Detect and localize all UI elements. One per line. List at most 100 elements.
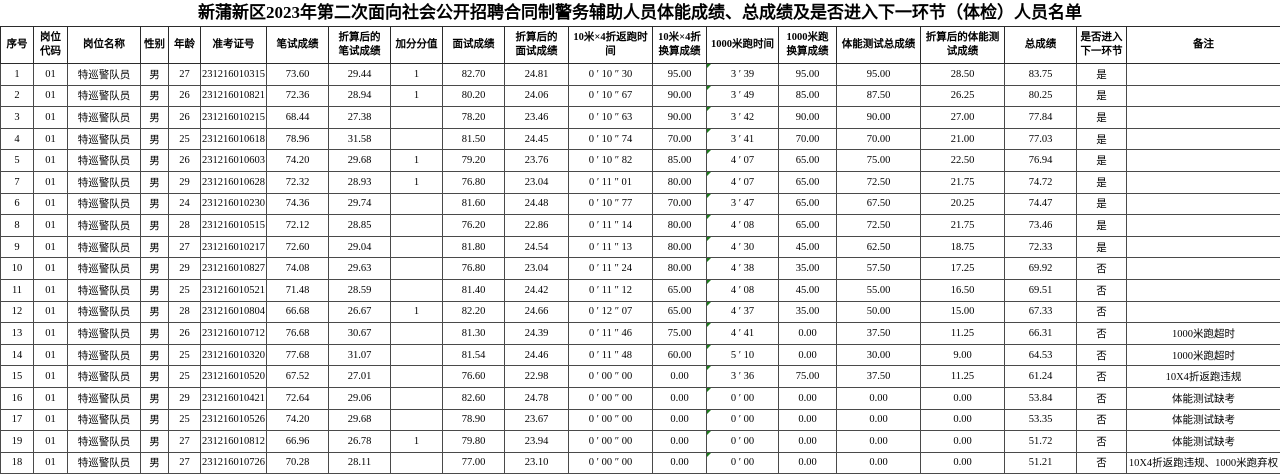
table-cell: 是: [1076, 170, 1127, 194]
table-cell: 6: [0, 192, 34, 216]
table-cell: 74.72: [1004, 170, 1077, 194]
table-cell: 01: [33, 84, 68, 108]
table-cell: 男: [140, 430, 169, 453]
header-cell: 性别: [140, 26, 169, 64]
table-cell: 231216010804: [200, 300, 267, 324]
table-cell: 01: [33, 430, 68, 453]
table-cell: 特巡警队员: [67, 278, 141, 302]
table-cell: 3: [0, 106, 34, 129]
table-cell: 65.00: [778, 170, 837, 194]
table-cell: 25: [168, 408, 201, 432]
table-cell: 29: [168, 170, 201, 194]
table-cell: 66.96: [266, 430, 329, 453]
table-cell: 26: [168, 84, 201, 108]
page-title: 新蒲新区2023年第二次面向社会公开招聘合同制警务辅助人员体能成绩、总成绩及是否…: [198, 3, 1082, 22]
table-cell: 77.68: [266, 343, 329, 367]
table-cell: 23.04: [504, 170, 569, 194]
table-cell: 28.11: [328, 451, 391, 474]
table-cell: 231216010618: [200, 127, 267, 151]
table-cell: 15: [0, 365, 34, 388]
table-cell: 61.24: [1004, 365, 1077, 388]
table-cell: 0 ′ 11 ″ 46: [568, 322, 653, 345]
table-cell: 29.68: [328, 149, 391, 172]
header-cell: 折算后的 面试成绩: [504, 26, 569, 64]
table-cell: 231216010421: [200, 386, 267, 410]
table-cell: 特巡警队员: [67, 214, 141, 237]
table-cell: 70.00: [778, 127, 837, 151]
table-cell: 67.33: [1004, 300, 1077, 324]
table-cell: 29.06: [328, 386, 391, 410]
table-cell: 27.01: [328, 365, 391, 388]
table-cell: 82.60: [442, 386, 505, 410]
table-cell: 0 ′ 11 ″ 13: [568, 235, 653, 259]
table-cell-with-comment-marker: 0 ′ 00: [706, 386, 779, 410]
header-cell: 是否进入 下一环节: [1076, 26, 1127, 64]
table-row: 1 01 特巡警队员男 27 231216010315 73.60 29.44 1 82.70 2…: [0, 63, 1280, 86]
table-row: 3 01 特巡警队员男 26 231216010215 68.44 27.38 78.20 23…: [0, 106, 1280, 129]
table-cell: 0 ′ 10 ″ 77: [568, 192, 653, 216]
table-cell: 231216010812: [200, 430, 267, 453]
table-cell: 特巡警队员: [67, 386, 141, 410]
table-cell: 1: [390, 149, 443, 172]
table-cell: 0 ′ 12 ″ 07: [568, 300, 653, 324]
table-cell: 0.00: [836, 386, 921, 410]
table-row: 11 01 特巡警队员男 25 231216010521 71.48 28.59 81.40 2…: [0, 278, 1280, 302]
table-cell: 77.84: [1004, 106, 1077, 129]
table-cell: 26.78: [328, 430, 391, 453]
table-cell: 24.78: [504, 386, 569, 410]
table-cell: 231216010315: [200, 63, 267, 86]
table-cell: 31.58: [328, 127, 391, 151]
table-cell-with-comment-marker: 4 ′ 08: [706, 214, 779, 237]
table-cell: 否: [1076, 451, 1127, 474]
table-cell: 特巡警队员: [67, 170, 141, 194]
table-cell: 95.00: [778, 63, 837, 86]
table-cell: 0.00: [920, 408, 1005, 432]
table-cell: 是: [1076, 214, 1127, 237]
table-cell: 81.40: [442, 278, 505, 302]
table-cell: 18.75: [920, 235, 1005, 259]
table-cell: 25: [168, 365, 201, 388]
results-table: 序号 岗位 代码 岗位名称 性别 年龄 准考证号 笔试成绩 折算后的 笔试成绩 加分分值 面试成绩…: [0, 26, 1280, 474]
table-cell: 77.00: [442, 451, 505, 474]
table-cell: 19: [0, 430, 34, 453]
header-cell: 岗位名称: [67, 26, 141, 64]
table-cell: 51.72: [1004, 430, 1077, 453]
table-cell: 01: [33, 192, 68, 216]
table-cell: 27: [168, 430, 201, 453]
table-cell: 男: [140, 386, 169, 410]
table-cell: 28.50: [920, 63, 1005, 86]
table-cell: 11.25: [920, 322, 1005, 345]
table-cell: 5: [0, 149, 34, 172]
table-cell: [390, 257, 443, 280]
table-cell: 10X4折返跑违规: [1126, 365, 1280, 388]
table-cell: 231216010230: [200, 192, 267, 216]
table-cell: 74.20: [266, 408, 329, 432]
table-cell: 0 ′ 10 ″ 63: [568, 106, 653, 129]
table-cell: 45.00: [778, 278, 837, 302]
table-cell: 特巡警队员: [67, 106, 141, 129]
table-cell: 231216010217: [200, 235, 267, 259]
header-cell: 岗位 代码: [33, 26, 68, 64]
table-cell: 26.67: [328, 300, 391, 324]
table-cell: 1: [390, 63, 443, 86]
table-cell-with-comment-marker: 4 ′ 38: [706, 257, 779, 280]
table-cell: 1: [390, 300, 443, 324]
table-cell: 01: [33, 214, 68, 237]
table-cell: 27: [168, 451, 201, 474]
table-cell: 否: [1076, 408, 1127, 432]
table-cell: 85.00: [778, 84, 837, 108]
table-cell: 特巡警队员: [67, 300, 141, 324]
table-cell: 22.98: [504, 365, 569, 388]
table-body: 1 01 特巡警队员男 27 231216010315 73.60 29.44 1 82.70 2…: [0, 63, 1280, 474]
table-cell: [390, 365, 443, 388]
table-cell: 21.75: [920, 214, 1005, 237]
table-cell: 0.00: [836, 451, 921, 474]
table-cell: 231216010603: [200, 149, 267, 172]
table-cell: [390, 386, 443, 410]
table-cell: 72.50: [836, 170, 921, 194]
table-cell: 01: [33, 235, 68, 259]
table-cell: 01: [33, 149, 68, 172]
table-cell: 0.00: [778, 408, 837, 432]
table-cell: 男: [140, 84, 169, 108]
table-cell: 否: [1076, 300, 1127, 324]
